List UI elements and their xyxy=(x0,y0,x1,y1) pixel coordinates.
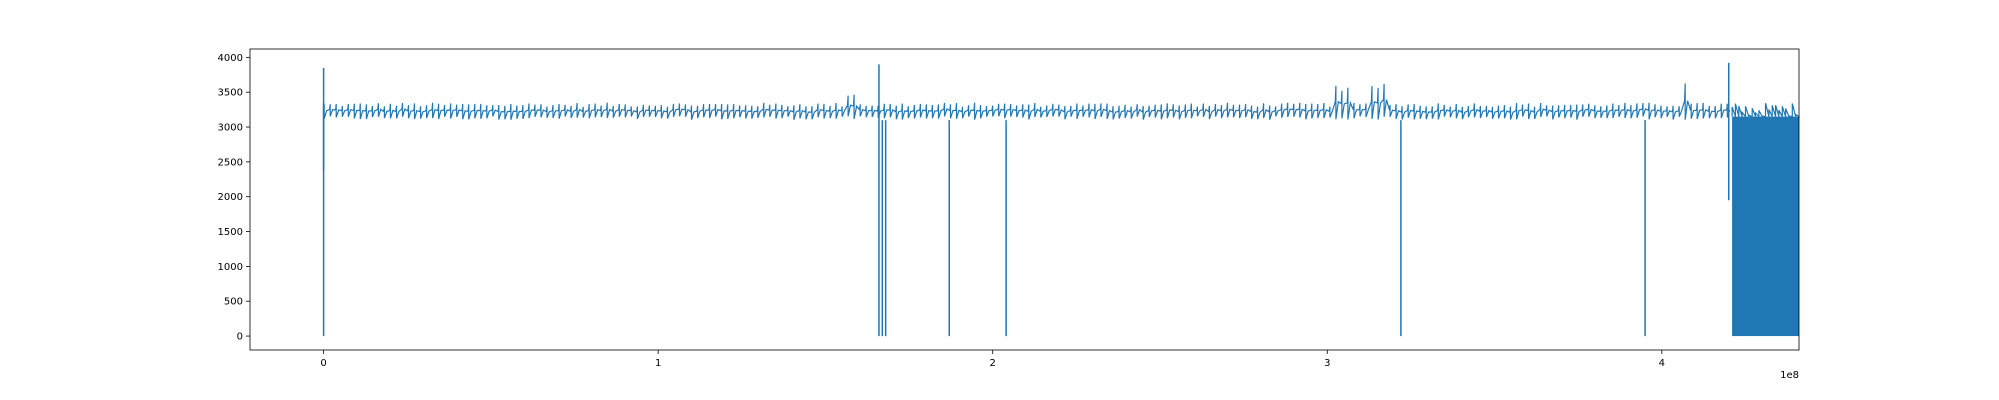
y-tick-label: 0 xyxy=(237,332,243,343)
x-tick-label: 0 xyxy=(320,358,326,369)
y-tick-label: 3000 xyxy=(218,123,243,134)
y-tick-label: 3500 xyxy=(218,88,243,99)
x-tick-label: 1 xyxy=(655,358,661,369)
dense-data-block xyxy=(1732,116,1799,337)
y-tick-label: 2000 xyxy=(218,192,243,203)
x-axis: 0 1 2 3 4 xyxy=(320,350,1665,369)
x-axis-offset-label: 1e8 xyxy=(1780,370,1799,381)
x-tick-label: 4 xyxy=(1659,358,1665,369)
series-line xyxy=(323,83,1731,120)
y-axis: 0 500 1000 1500 2000 2500 3000 3500 4000 xyxy=(218,53,250,343)
y-tick-label: 1500 xyxy=(218,227,243,238)
y-tick-label: 4000 xyxy=(218,53,243,64)
x-tick-label: 3 xyxy=(1324,358,1330,369)
x-tick-label: 2 xyxy=(990,358,996,369)
axes-frame xyxy=(249,48,1800,351)
plot-area xyxy=(322,62,1800,337)
dense-block-top xyxy=(1731,103,1800,119)
y-tick-label: 2500 xyxy=(218,157,243,168)
y-tick-label: 1000 xyxy=(218,262,243,273)
y-tick-label: 500 xyxy=(224,297,243,308)
